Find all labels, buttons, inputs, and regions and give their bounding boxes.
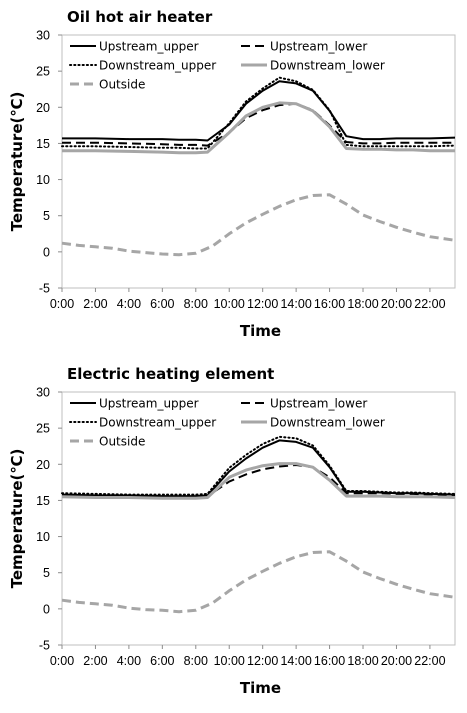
y-tick-label: 15 <box>36 137 50 151</box>
y-tick-label: 5 <box>43 209 50 223</box>
x-axis-title: Time <box>240 322 281 340</box>
x-tick-label: 0:00 <box>50 654 74 668</box>
y-tick-label: 15 <box>36 494 50 508</box>
y-tick-label: 5 <box>43 566 50 580</box>
y-tick-label: 10 <box>36 530 50 544</box>
x-tick-label: 2:00 <box>83 654 107 668</box>
chart-panel-oil-hot-air-heater: Oil hot air heater -5 0 5 10 15 20 25 30 0:00 2:00… <box>0 0 467 356</box>
series-line-upstream-upper <box>62 80 456 142</box>
series-line-outside <box>61 550 456 614</box>
y-tick-label: 20 <box>36 458 50 472</box>
x-tick-label: 18:00 <box>347 297 378 311</box>
legend-label-outside: Outside <box>99 435 145 449</box>
series-line-downstream-upper <box>61 435 456 496</box>
y-tick-label: 25 <box>36 65 50 79</box>
x-tick-label: 22:00 <box>414 654 445 668</box>
x-tick-label: 10:00 <box>214 654 245 668</box>
x-tick-label: 8:00 <box>184 297 208 311</box>
series-line-upstream-lower <box>61 464 456 498</box>
x-tick-label: 14:00 <box>280 297 311 311</box>
chart-electric-heating-element: Electric heating element -5 0 5 10 15 20 25 30 0:… <box>8 365 456 697</box>
y-tick-label: 0 <box>43 245 50 259</box>
y-tick-label: -5 <box>39 282 50 296</box>
y-tick-label: 20 <box>36 101 50 115</box>
series-line-downstream-lower <box>61 462 456 500</box>
x-tick-label: 10:00 <box>214 297 245 311</box>
chart-title: Oil hot air heater <box>67 8 213 26</box>
x-tick-label: 14:00 <box>280 654 311 668</box>
series-line-downstream-upper <box>61 76 456 150</box>
series-line-upstream-lower <box>62 102 455 147</box>
legend-label-upstream-lower: Upstream_lower <box>270 40 367 54</box>
legend-label-upstream-lower: Upstream_lower <box>270 397 367 411</box>
legend-label-downstream-lower: Downstream_lower <box>270 416 385 430</box>
legend-label-upstream-upper: Upstream_upper <box>99 40 199 54</box>
legend-label-downstream-upper: Downstream_upper <box>99 59 216 73</box>
y-tick-label: -5 <box>39 639 50 653</box>
x-tick-label: 16:00 <box>314 654 345 668</box>
x-tick-label: 6:00 <box>150 654 174 668</box>
y-tick-label: 30 <box>36 29 50 43</box>
x-tick-label: 4:00 <box>117 654 141 668</box>
x-tick-label: 22:00 <box>414 297 445 311</box>
x-tick-label: 20:00 <box>381 297 412 311</box>
series-line-downstream-lower <box>62 101 455 155</box>
y-tick-label: 30 <box>36 386 50 400</box>
legend-label-upstream-upper: Upstream_upper <box>99 397 199 411</box>
x-tick-label: 12:00 <box>247 654 278 668</box>
y-tick-label: 0 <box>43 602 50 616</box>
y-axis-title: Temperature(℃) <box>8 449 26 589</box>
x-tick-label: 18:00 <box>347 654 378 668</box>
y-tick-label: 10 <box>36 173 50 187</box>
legend-label-downstream-lower: Downstream_lower <box>270 59 385 73</box>
chart-title: Electric heating element <box>67 365 274 383</box>
x-tick-label: 16:00 <box>314 297 345 311</box>
x-tick-label: 4:00 <box>117 297 141 311</box>
legend-label-downstream-upper: Downstream_upper <box>99 416 216 430</box>
plot-area-border <box>61 391 456 646</box>
x-tick-label: 2:00 <box>83 297 107 311</box>
x-tick-label: 20:00 <box>381 654 412 668</box>
y-axis-title: Temperature(℃) <box>8 92 26 232</box>
chart-oil-hot-air-heater: Oil hot air heater -5 0 5 10 15 20 25 30 0:00 2:00… <box>8 8 456 340</box>
chart-panel-electric-heating-element: Electric heating element -5 0 5 10 15 20 25 30 0:… <box>0 357 467 713</box>
y-tick-label: 25 <box>36 422 50 436</box>
x-tick-label: 12:00 <box>247 297 278 311</box>
plot-area-border <box>61 34 456 289</box>
legend-label-outside: Outside <box>99 78 145 92</box>
x-tick-label: 8:00 <box>184 654 208 668</box>
x-tick-label: 0:00 <box>50 297 74 311</box>
series-line-outside <box>61 193 456 257</box>
x-tick-label: 6:00 <box>150 297 174 311</box>
x-axis-title: Time <box>240 679 281 697</box>
